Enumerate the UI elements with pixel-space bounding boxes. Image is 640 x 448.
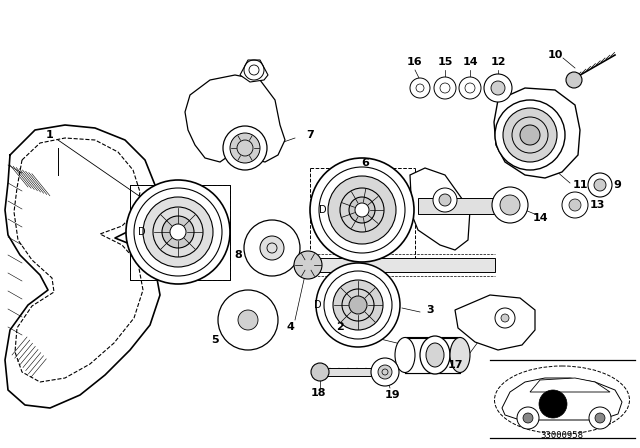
Ellipse shape <box>450 337 470 372</box>
Text: 8: 8 <box>234 250 242 260</box>
Circle shape <box>503 108 557 162</box>
Circle shape <box>294 251 322 279</box>
Polygon shape <box>410 168 470 250</box>
Circle shape <box>355 203 369 217</box>
Circle shape <box>371 358 399 386</box>
Text: 19: 19 <box>385 390 401 400</box>
Polygon shape <box>502 378 622 420</box>
Circle shape <box>433 188 457 212</box>
Circle shape <box>434 77 456 99</box>
Circle shape <box>223 126 267 170</box>
Circle shape <box>378 365 392 379</box>
Circle shape <box>562 192 588 218</box>
Text: 4: 4 <box>286 322 294 332</box>
Text: 17: 17 <box>447 360 463 370</box>
Circle shape <box>333 280 383 330</box>
Circle shape <box>569 199 581 211</box>
Circle shape <box>328 176 396 244</box>
Polygon shape <box>240 60 268 82</box>
Bar <box>130 185 230 280</box>
Circle shape <box>539 390 567 418</box>
Circle shape <box>588 173 612 197</box>
Text: 3: 3 <box>426 305 434 315</box>
Text: 14: 14 <box>532 213 548 223</box>
Circle shape <box>459 77 481 99</box>
Circle shape <box>230 133 260 163</box>
Bar <box>310 258 495 272</box>
Text: 7: 7 <box>306 130 314 140</box>
Circle shape <box>260 236 284 260</box>
Text: 5: 5 <box>211 335 219 345</box>
Ellipse shape <box>395 337 415 372</box>
Bar <box>405 338 460 373</box>
Text: 33000958: 33000958 <box>541 431 584 439</box>
Circle shape <box>439 194 451 206</box>
Circle shape <box>492 187 528 223</box>
Text: 6: 6 <box>361 158 369 168</box>
Circle shape <box>594 179 606 191</box>
Circle shape <box>218 290 278 350</box>
Text: 9: 9 <box>613 180 621 190</box>
Ellipse shape <box>420 336 450 374</box>
Circle shape <box>310 158 414 262</box>
Circle shape <box>595 413 605 423</box>
Circle shape <box>495 100 565 170</box>
Circle shape <box>520 125 540 145</box>
Circle shape <box>238 310 258 330</box>
Circle shape <box>484 74 512 102</box>
Circle shape <box>162 216 194 248</box>
Text: D: D <box>138 227 146 237</box>
Bar <box>418 198 498 214</box>
Text: 18: 18 <box>310 388 326 398</box>
Polygon shape <box>14 138 143 382</box>
Circle shape <box>410 78 430 98</box>
Circle shape <box>589 407 611 429</box>
Polygon shape <box>530 378 610 392</box>
Circle shape <box>170 224 186 240</box>
Circle shape <box>311 363 329 381</box>
Text: 1: 1 <box>46 130 54 140</box>
Circle shape <box>491 81 505 95</box>
Text: 16: 16 <box>407 57 423 67</box>
Polygon shape <box>185 75 285 162</box>
Text: 14: 14 <box>462 57 478 67</box>
Text: 13: 13 <box>589 200 605 210</box>
Text: 12: 12 <box>490 57 506 67</box>
Text: D: D <box>314 300 322 310</box>
Circle shape <box>501 314 509 322</box>
Text: 15: 15 <box>437 57 452 67</box>
Circle shape <box>566 72 582 88</box>
Bar <box>327 368 379 376</box>
Polygon shape <box>5 125 160 408</box>
Circle shape <box>316 263 400 347</box>
Circle shape <box>523 413 533 423</box>
Text: 2: 2 <box>336 322 344 332</box>
Text: D: D <box>319 205 327 215</box>
Circle shape <box>249 65 259 75</box>
Text: 11: 11 <box>572 180 588 190</box>
Text: 10: 10 <box>547 50 563 60</box>
Circle shape <box>349 197 375 223</box>
Circle shape <box>500 195 520 215</box>
Circle shape <box>244 220 300 276</box>
Ellipse shape <box>426 343 444 367</box>
Circle shape <box>517 407 539 429</box>
Circle shape <box>349 296 367 314</box>
Circle shape <box>143 197 213 267</box>
Circle shape <box>126 180 230 284</box>
Polygon shape <box>494 88 580 178</box>
Polygon shape <box>455 295 535 350</box>
